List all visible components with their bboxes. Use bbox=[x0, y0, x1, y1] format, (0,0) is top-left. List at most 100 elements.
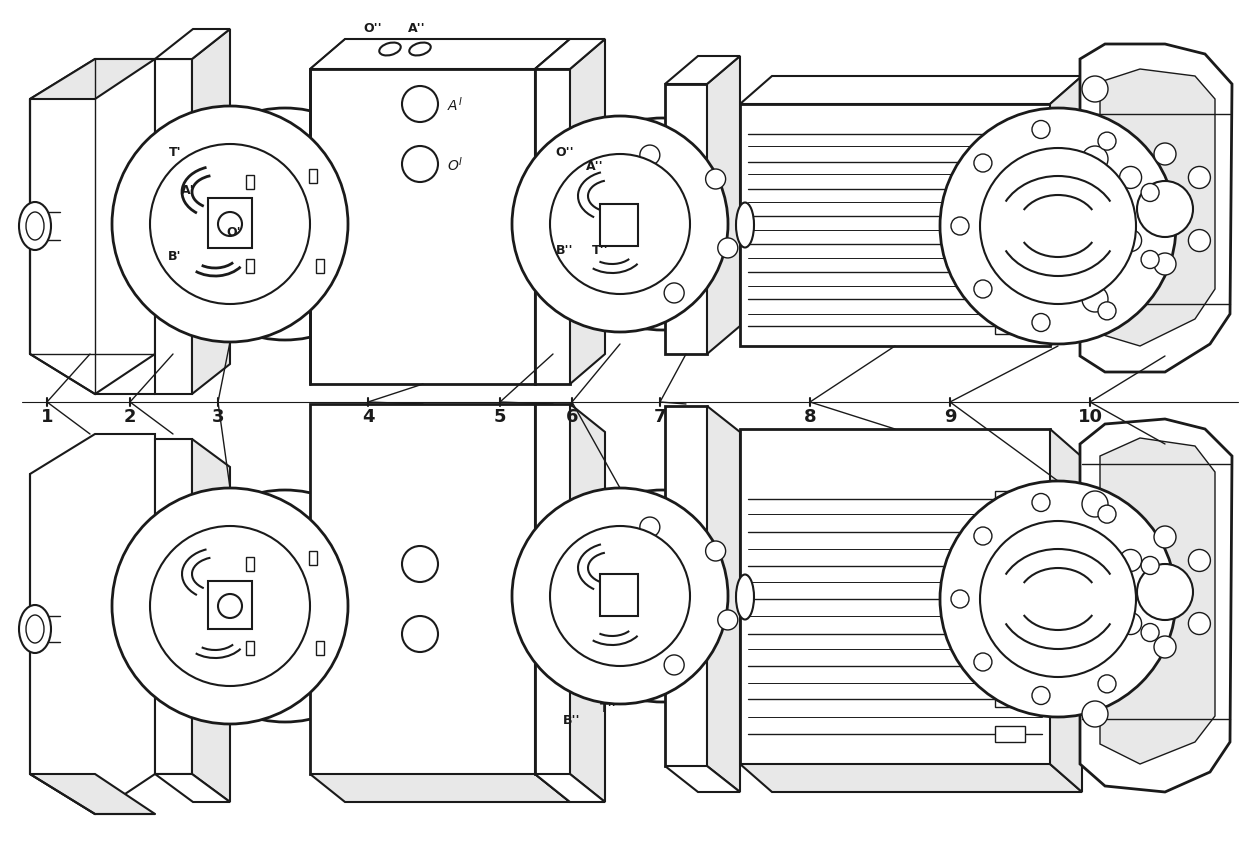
Circle shape bbox=[1154, 527, 1176, 549]
Polygon shape bbox=[310, 40, 570, 70]
Circle shape bbox=[551, 154, 689, 295]
Ellipse shape bbox=[26, 213, 43, 241]
Circle shape bbox=[1154, 143, 1176, 165]
Circle shape bbox=[556, 490, 768, 702]
Ellipse shape bbox=[409, 44, 430, 57]
Text: A'': A'' bbox=[587, 160, 604, 173]
Circle shape bbox=[665, 655, 684, 675]
Circle shape bbox=[587, 562, 606, 582]
Bar bbox=[994, 292, 1025, 307]
Text: 9: 9 bbox=[944, 408, 956, 425]
Bar bbox=[246, 176, 254, 190]
Circle shape bbox=[512, 116, 728, 333]
Circle shape bbox=[402, 616, 438, 652]
Circle shape bbox=[1097, 302, 1116, 321]
Circle shape bbox=[551, 527, 689, 666]
Circle shape bbox=[1097, 506, 1116, 523]
Circle shape bbox=[1141, 557, 1159, 575]
Polygon shape bbox=[740, 77, 1083, 105]
Circle shape bbox=[940, 109, 1176, 344]
Bar bbox=[994, 559, 1025, 574]
Ellipse shape bbox=[379, 44, 401, 57]
Circle shape bbox=[599, 631, 619, 652]
Text: B'': B'' bbox=[563, 714, 580, 727]
Circle shape bbox=[1083, 701, 1109, 728]
Bar bbox=[665, 407, 707, 766]
Bar bbox=[246, 557, 254, 571]
Bar bbox=[994, 319, 1025, 334]
Bar bbox=[994, 524, 1025, 540]
Bar bbox=[994, 658, 1025, 674]
Polygon shape bbox=[1100, 70, 1215, 347]
Polygon shape bbox=[1080, 419, 1233, 792]
Text: 4: 4 bbox=[362, 408, 374, 425]
Text: B': B' bbox=[169, 250, 182, 263]
Polygon shape bbox=[192, 440, 229, 802]
Circle shape bbox=[951, 218, 968, 235]
Bar bbox=[994, 127, 1025, 143]
Circle shape bbox=[718, 239, 738, 258]
Polygon shape bbox=[534, 40, 605, 70]
Bar bbox=[994, 726, 1025, 742]
Circle shape bbox=[150, 527, 310, 686]
Bar bbox=[740, 430, 1050, 764]
Bar bbox=[310, 70, 534, 385]
Bar bbox=[208, 199, 252, 249]
Circle shape bbox=[1032, 687, 1050, 705]
Circle shape bbox=[1137, 181, 1193, 238]
Circle shape bbox=[980, 522, 1136, 677]
Circle shape bbox=[1120, 613, 1142, 635]
Bar bbox=[310, 404, 534, 774]
Polygon shape bbox=[1050, 77, 1083, 347]
Circle shape bbox=[1083, 631, 1109, 657]
Text: $O^I$: $O^I$ bbox=[446, 155, 464, 174]
Circle shape bbox=[210, 532, 360, 681]
Circle shape bbox=[112, 107, 348, 343]
Circle shape bbox=[210, 150, 360, 300]
Text: 10: 10 bbox=[1078, 408, 1102, 425]
Polygon shape bbox=[30, 60, 155, 394]
Circle shape bbox=[512, 489, 728, 704]
Circle shape bbox=[1188, 230, 1210, 252]
Circle shape bbox=[1120, 549, 1142, 571]
Polygon shape bbox=[155, 30, 229, 60]
Circle shape bbox=[973, 528, 992, 545]
Circle shape bbox=[718, 610, 738, 630]
Text: 5: 5 bbox=[494, 408, 506, 425]
Bar bbox=[246, 260, 254, 273]
Circle shape bbox=[1083, 287, 1109, 312]
Bar bbox=[994, 181, 1025, 197]
Polygon shape bbox=[740, 764, 1083, 792]
Polygon shape bbox=[570, 404, 605, 802]
Polygon shape bbox=[534, 404, 570, 802]
Polygon shape bbox=[155, 440, 192, 774]
Circle shape bbox=[1120, 230, 1142, 252]
Bar bbox=[994, 154, 1025, 170]
Text: 7: 7 bbox=[653, 408, 666, 425]
Ellipse shape bbox=[19, 203, 51, 251]
Circle shape bbox=[1083, 147, 1109, 173]
Circle shape bbox=[169, 109, 401, 341]
Ellipse shape bbox=[737, 203, 754, 248]
Polygon shape bbox=[1100, 439, 1215, 764]
Polygon shape bbox=[707, 407, 740, 792]
Circle shape bbox=[112, 489, 348, 724]
Circle shape bbox=[706, 541, 725, 561]
Polygon shape bbox=[665, 57, 740, 85]
Text: $A^I$: $A^I$ bbox=[448, 95, 463, 114]
Text: 1: 1 bbox=[41, 408, 53, 425]
Bar bbox=[534, 70, 570, 385]
Circle shape bbox=[1188, 549, 1210, 571]
Ellipse shape bbox=[737, 575, 754, 619]
Polygon shape bbox=[30, 774, 155, 814]
Circle shape bbox=[1083, 491, 1109, 517]
Polygon shape bbox=[1080, 45, 1233, 372]
Bar bbox=[600, 574, 639, 616]
Polygon shape bbox=[1050, 430, 1083, 792]
Circle shape bbox=[951, 590, 968, 609]
Polygon shape bbox=[155, 60, 192, 394]
Circle shape bbox=[1083, 217, 1109, 243]
Circle shape bbox=[402, 147, 438, 183]
Bar bbox=[740, 105, 1050, 347]
Circle shape bbox=[973, 653, 992, 671]
